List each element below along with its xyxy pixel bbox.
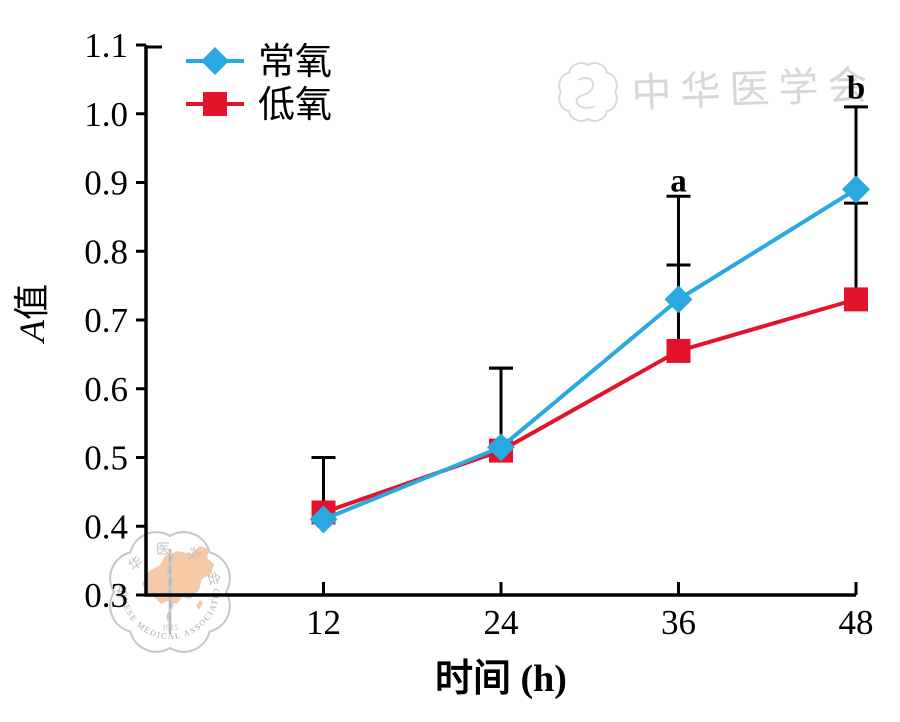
cma-squiggle-icon (575, 77, 596, 109)
snake-icon (166, 552, 174, 623)
y-tick-label: 0.4 (84, 507, 128, 546)
series-line-0 (322, 187, 858, 522)
plot-area: 0.3 0.4 0.5 0.6 0.7 0.8 0.9 1.0 1.1 12 24 36 48 时间 (h… (12, 26, 874, 700)
y-tick-label: 0.5 (84, 439, 128, 478)
y-tick-label: 1.0 (84, 95, 128, 134)
y-tick-label: 0.6 (84, 370, 128, 409)
legend-marker (201, 47, 229, 75)
series-marker-1 (844, 287, 868, 312)
x-tick-label: 48 (839, 603, 874, 642)
series-marker-0 (842, 175, 870, 204)
legend-label: 低氧 (258, 84, 332, 126)
series-marker-0 (664, 285, 693, 314)
watermark-calligraphy-text: 中华医学会 (631, 62, 877, 116)
cma-rosette-icon (558, 62, 618, 122)
y-tick-label: 1.1 (84, 26, 128, 65)
x-axis-label: 时间 (h) (435, 658, 567, 700)
legend-marker (203, 92, 227, 116)
legend-label: 常氧 (258, 41, 332, 83)
y-axis-label: A值 (12, 284, 52, 344)
china-map-icon (142, 546, 214, 604)
series-marker-0 (309, 505, 338, 534)
x-tick-label: 24 (484, 603, 519, 642)
axes (144, 45, 856, 597)
annotation-a: a (670, 163, 687, 199)
x-tick-label: 12 (306, 603, 341, 642)
annotation-b: b (847, 71, 865, 107)
seal-year: 1915 (162, 623, 178, 632)
y-tick-label: 0.9 (84, 164, 128, 203)
y-tick-label: 0.7 (84, 301, 128, 340)
watermark-cma-calligraphy: 中华医学会 (558, 62, 877, 122)
cma-seal-border (109, 531, 231, 653)
series-marker-0 (487, 433, 515, 462)
y-tick-label: 0.3 (84, 576, 128, 615)
series-line-1 (322, 297, 857, 515)
series-marker-1 (666, 338, 691, 363)
x-tick-label: 36 (661, 603, 696, 642)
taiwan-icon (196, 600, 203, 610)
y-tick-label: 0.8 (84, 232, 128, 271)
